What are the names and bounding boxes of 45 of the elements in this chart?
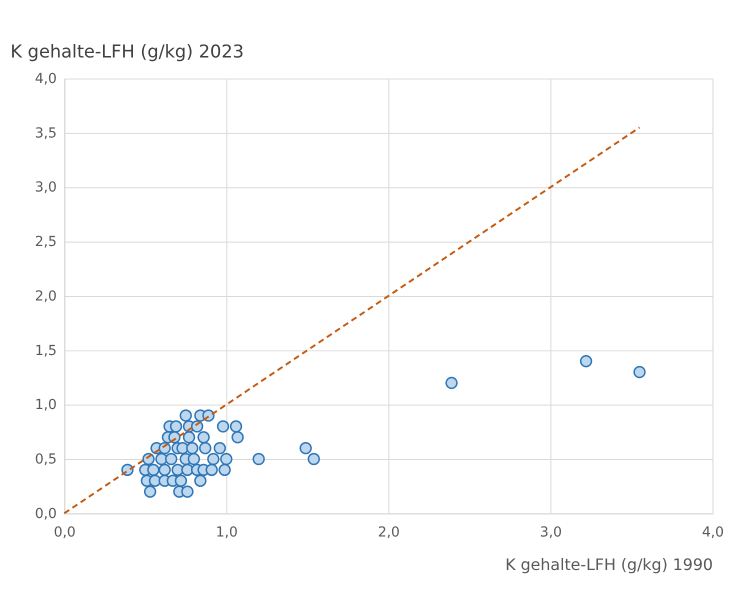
point [144, 485, 156, 498]
point [182, 431, 196, 444]
x-tick-label: 2,0 [378, 524, 400, 541]
point [207, 452, 220, 466]
point [445, 376, 458, 390]
point [170, 420, 182, 433]
point [218, 464, 231, 476]
x-tick-label: 3,0 [540, 524, 562, 541]
point [165, 452, 178, 466]
point [214, 442, 226, 454]
y-tick-label: 2,5 [34, 234, 57, 250]
point [230, 420, 242, 433]
y-tick-label: 0,5 [34, 451, 57, 468]
x-tick-label: 4,0 [702, 524, 724, 541]
x-tick-label: 1,0 [216, 524, 238, 541]
point [180, 409, 192, 422]
point [181, 464, 194, 476]
point [188, 452, 200, 466]
y-tick-label: 1,0 [34, 397, 57, 414]
point [252, 452, 265, 466]
point [199, 442, 212, 454]
point [206, 464, 218, 476]
point [308, 452, 320, 466]
point [231, 431, 244, 444]
y-axis-title: K gehalte-LFH (g/kg) 2023 [10, 41, 244, 62]
point [181, 485, 194, 498]
x-axis-title: K gehalte-LFH (g/kg) 1990 [505, 555, 713, 574]
y-tick-label: 0,0 [34, 506, 57, 522]
point [633, 366, 646, 378]
point [186, 442, 198, 454]
point [158, 464, 171, 476]
point [174, 474, 188, 487]
point [580, 355, 592, 368]
y-tick-label: 4,0 [34, 71, 57, 88]
y-tick-label: 3,5 [34, 125, 57, 142]
point [216, 420, 230, 433]
point [147, 464, 160, 476]
y-tick-label: 1,5 [34, 342, 57, 359]
point [194, 474, 207, 487]
point [197, 431, 210, 444]
y-tick-label: 3,0 [34, 180, 57, 196]
point [300, 442, 312, 454]
x-tick-label: 0,0 [54, 524, 76, 541]
point [220, 452, 232, 466]
y-tick-label: 2,0 [34, 288, 57, 304]
